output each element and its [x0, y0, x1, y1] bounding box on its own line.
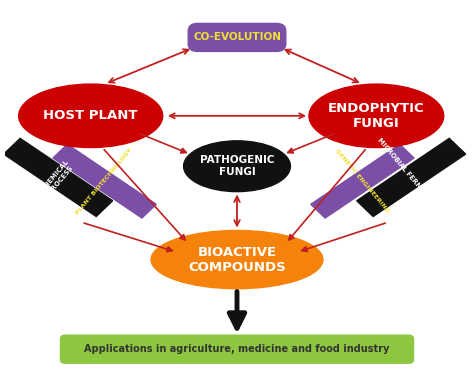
- Text: PLANT BIOTECHNOLOGY: PLANT BIOTECHNOLOGY: [75, 147, 134, 215]
- Text: CO-EVOLUTION: CO-EVOLUTION: [193, 32, 281, 42]
- Text: PATHOGENIC
FUNGI: PATHOGENIC FUNGI: [200, 155, 274, 177]
- Bar: [311, 144, 414, 218]
- Text: GENETIC ENGINEERING: GENETIC ENGINEERING: [335, 149, 390, 214]
- Text: HOST PLANT: HOST PLANT: [44, 109, 138, 122]
- Bar: [357, 138, 465, 216]
- Text: BIOACTIVE
COMPOUNDS: BIOACTIVE COMPOUNDS: [188, 246, 286, 274]
- Ellipse shape: [309, 84, 444, 147]
- Bar: [4, 138, 113, 216]
- FancyBboxPatch shape: [61, 335, 413, 363]
- Text: CHEMICAL
PROCESS: CHEMICAL PROCESS: [41, 158, 75, 196]
- Text: Applications in agriculture, medicine and food industry: Applications in agriculture, medicine an…: [84, 344, 390, 354]
- Text: MICROBIAL FERMENTATION: MICROBIAL FERMENTATION: [376, 136, 447, 219]
- Ellipse shape: [151, 231, 323, 289]
- Text: ENDOPHYTIC
FUNGI: ENDOPHYTIC FUNGI: [328, 102, 425, 130]
- Bar: [53, 144, 156, 218]
- Ellipse shape: [183, 141, 291, 192]
- FancyBboxPatch shape: [188, 23, 286, 51]
- Ellipse shape: [18, 84, 163, 147]
